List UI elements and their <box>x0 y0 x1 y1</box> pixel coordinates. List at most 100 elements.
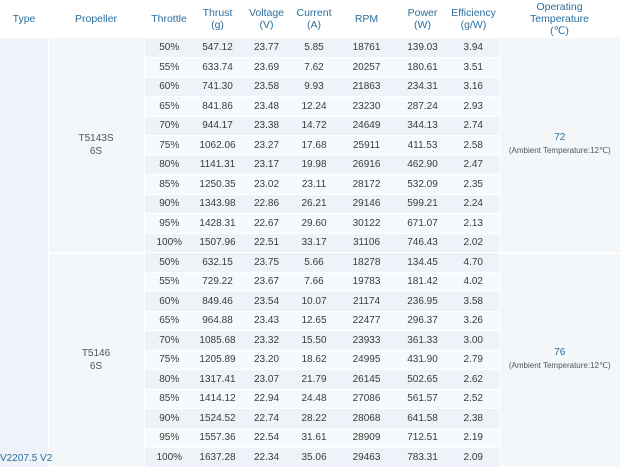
thrust-cell: 849.46 <box>194 292 241 312</box>
efficiency-cell: 2.19 <box>448 428 499 448</box>
throttle-cell: 60% <box>144 292 194 312</box>
voltage-cell: 23.17 <box>241 155 292 175</box>
voltage-cell: 23.02 <box>241 175 292 195</box>
header-current-label: Current <box>292 7 336 19</box>
efficiency-cell: 2.62 <box>448 370 499 390</box>
current-cell: 5.66 <box>292 253 336 273</box>
throttle-cell: 55% <box>144 58 194 78</box>
table-header: Type Propeller Throttle Thrust (g) Volta… <box>0 0 620 38</box>
current-cell: 28.22 <box>292 409 336 429</box>
rpm-cell: 26916 <box>336 155 397 175</box>
efficiency-cell: 2.02 <box>448 233 499 253</box>
rpm-cell: 21174 <box>336 292 397 312</box>
header-efficiency: Efficiency (g/W) <box>448 0 499 38</box>
current-cell: 24.48 <box>292 389 336 409</box>
current-cell: 7.62 <box>292 58 336 78</box>
throttle-cell: 100% <box>144 448 194 468</box>
header-current: Current (A) <box>292 0 336 38</box>
power-cell: 599.21 <box>397 194 448 214</box>
propeller-model: T5146 <box>49 347 144 360</box>
rpm-cell: 28909 <box>336 428 397 448</box>
header-throttle: Throttle <box>144 0 194 38</box>
voltage-cell: 22.54 <box>241 428 292 448</box>
voltage-cell: 23.67 <box>241 272 292 292</box>
thrust-cell: 1343.98 <box>194 194 241 214</box>
voltage-cell: 23.07 <box>241 370 292 390</box>
throttle-cell: 60% <box>144 77 194 97</box>
power-cell: 671.07 <box>397 214 448 234</box>
voltage-cell: 23.69 <box>241 58 292 78</box>
rpm-cell: 23230 <box>336 97 397 117</box>
header-power: Power (W) <box>397 0 448 38</box>
current-cell: 21.79 <box>292 370 336 390</box>
efficiency-cell: 3.26 <box>448 311 499 331</box>
voltage-cell: 22.94 <box>241 389 292 409</box>
power-cell: 561.57 <box>397 389 448 409</box>
efficiency-cell: 2.38 <box>448 409 499 429</box>
efficiency-cell: 3.16 <box>448 77 499 97</box>
efficiency-cell: 2.74 <box>448 116 499 136</box>
thrust-cell: 964.88 <box>194 311 241 331</box>
current-cell: 14.72 <box>292 116 336 136</box>
rpm-cell: 31106 <box>336 233 397 253</box>
throttle-cell: 65% <box>144 97 194 117</box>
header-row: Type Propeller Throttle Thrust (g) Volta… <box>0 0 620 38</box>
temperature-value: 72 <box>500 132 620 143</box>
header-power-label: Power <box>397 7 448 19</box>
power-cell: 532.09 <box>397 175 448 195</box>
rpm-cell: 28172 <box>336 175 397 195</box>
voltage-cell: 23.75 <box>241 253 292 273</box>
rpm-cell: 24995 <box>336 350 397 370</box>
voltage-cell: 23.54 <box>241 292 292 312</box>
power-cell: 746.43 <box>397 233 448 253</box>
rpm-cell: 22477 <box>336 311 397 331</box>
power-cell: 361.33 <box>397 331 448 351</box>
thrust-cell: 1524.52 <box>194 409 241 429</box>
header-voltage-label: Voltage <box>241 7 292 19</box>
header-efficiency-label: Efficiency <box>448 7 499 19</box>
throttle-cell: 85% <box>144 175 194 195</box>
efficiency-cell: 2.09 <box>448 448 499 468</box>
throttle-cell: 50% <box>144 253 194 273</box>
efficiency-cell: 2.79 <box>448 350 499 370</box>
thrust-cell: 841.86 <box>194 97 241 117</box>
current-cell: 23.11 <box>292 175 336 195</box>
thrust-cell: 1428.31 <box>194 214 241 234</box>
thrust-cell: 1557.36 <box>194 428 241 448</box>
efficiency-cell: 2.47 <box>448 155 499 175</box>
voltage-cell: 22.67 <box>241 214 292 234</box>
power-cell: 431.90 <box>397 350 448 370</box>
propeller-cells: 6S <box>49 360 144 373</box>
ambient-temperature-note: (Ambient Temperature:12℃) <box>500 145 620 157</box>
header-current-unit: (A) <box>292 19 336 31</box>
rpm-cell: 19783 <box>336 272 397 292</box>
throttle-cell: 95% <box>144 214 194 234</box>
power-cell: 712.51 <box>397 428 448 448</box>
header-propeller: Propeller <box>48 0 144 38</box>
voltage-cell: 23.20 <box>241 350 292 370</box>
throttle-cell: 65% <box>144 311 194 331</box>
voltage-cell: 23.58 <box>241 77 292 97</box>
thrust-cell: 1085.68 <box>194 331 241 351</box>
voltage-cell: 22.51 <box>241 233 292 253</box>
thrust-cell: 1507.96 <box>194 233 241 253</box>
thrust-cell: 632.15 <box>194 253 241 273</box>
power-cell: 236.95 <box>397 292 448 312</box>
current-cell: 17.68 <box>292 136 336 156</box>
power-cell: 411.53 <box>397 136 448 156</box>
thrust-cell: 741.30 <box>194 77 241 97</box>
header-thrust-unit: (g) <box>194 19 241 31</box>
temperature-value: 76 <box>500 347 620 358</box>
efficiency-cell: 2.52 <box>448 389 499 409</box>
throttle-cell: 55% <box>144 272 194 292</box>
thrust-cell: 1317.41 <box>194 370 241 390</box>
header-voltage: Voltage (V) <box>241 0 292 38</box>
throttle-cell: 95% <box>144 428 194 448</box>
power-cell: 180.61 <box>397 58 448 78</box>
propeller-cells: 6S <box>49 145 144 158</box>
